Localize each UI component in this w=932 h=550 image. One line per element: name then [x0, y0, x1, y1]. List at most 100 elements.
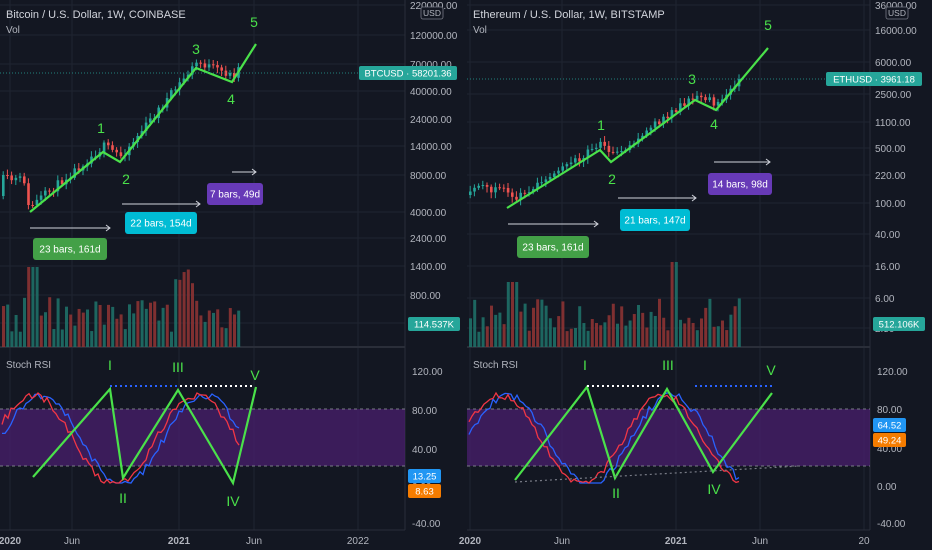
- price-axis-label: 40000.00: [410, 87, 452, 98]
- price-axis-label: 36000.00: [875, 1, 917, 12]
- volume-bar: [725, 330, 729, 347]
- volume-bar: [119, 314, 123, 347]
- volume-bar: [65, 306, 68, 347]
- candle: [73, 168, 76, 178]
- volume-bar: [27, 267, 31, 347]
- last-price-tag: BTCUSD · 58201.36: [359, 66, 457, 80]
- volume-bar: [679, 319, 682, 347]
- volume-bar: [637, 304, 640, 347]
- candle: [695, 95, 699, 100]
- volume-bar: [674, 262, 678, 347]
- candle: [35, 199, 39, 205]
- volume-bar: [527, 330, 531, 347]
- volume-bar: [712, 326, 716, 347]
- rsi-title: Stoch RSI: [473, 360, 518, 371]
- wave-label: 3: [192, 41, 200, 57]
- volume-tag: 512.106K: [873, 317, 925, 331]
- volume-bar: [60, 329, 64, 347]
- rsi-axis-label: 40.00: [412, 445, 437, 456]
- price-axis-label: 2500.00: [875, 90, 912, 101]
- rsi-k-tag-bg: [408, 469, 441, 483]
- chart-title: Bitcoin / U.S. Dollar, 1W, COINBASE: [6, 9, 186, 21]
- vol-label: Vol: [6, 25, 20, 36]
- last-price-tag-bg: [826, 72, 922, 86]
- rsi-wave-label: I: [108, 357, 112, 373]
- volume-bar: [700, 318, 703, 347]
- volume-bar: [599, 325, 603, 347]
- volume-bar: [532, 307, 535, 347]
- volume-bar: [199, 315, 203, 347]
- volume-bar: [128, 304, 131, 347]
- volume-bar: [123, 329, 127, 347]
- wave-label: 2: [122, 171, 130, 187]
- volume-bar: [115, 318, 119, 347]
- candle: [645, 130, 648, 136]
- volume-bar: [203, 321, 207, 347]
- arrow-head-icon: [593, 220, 599, 228]
- candle: [658, 121, 661, 125]
- arrow-head-icon: [691, 194, 697, 202]
- bar-count-label: 22 bars, 154d: [125, 212, 197, 234]
- candle: [649, 127, 653, 131]
- price-axis-label: 100.00: [875, 199, 906, 210]
- volume-tag-text: 512.106K: [879, 320, 920, 331]
- volume-bar: [237, 310, 241, 347]
- price-axis-label: 2400.00: [410, 234, 447, 245]
- bar-count-label-text: 22 bars, 154d: [130, 219, 191, 230]
- bar-count-label-bg: [207, 183, 263, 205]
- volume-bar: [611, 303, 615, 347]
- volume-bar: [733, 306, 737, 347]
- volume-bar: [111, 306, 115, 347]
- rsi-axis-label: -40.00: [412, 519, 441, 530]
- volume-bar: [191, 283, 194, 347]
- candle: [228, 73, 232, 76]
- volume-bars: [469, 262, 741, 347]
- candle: [485, 185, 489, 187]
- candle: [182, 78, 186, 83]
- volume-bar: [502, 324, 506, 347]
- candle: [721, 99, 724, 102]
- candle: [590, 148, 594, 150]
- price-axis-label: 120000.00: [410, 31, 458, 42]
- rsi-d-tag-text: 8.63: [415, 487, 434, 498]
- candle: [662, 116, 665, 125]
- candle: [216, 65, 219, 68]
- bar-count-label: 7 bars, 49d: [207, 183, 263, 205]
- volume-bar: [182, 272, 186, 347]
- rsi-wave-line: [32, 386, 258, 486]
- wave-label: 5: [764, 17, 772, 33]
- candle: [220, 67, 223, 71]
- price-axis-label: 220000.00: [410, 1, 458, 12]
- volume-bar: [578, 306, 582, 347]
- candle: [31, 205, 34, 206]
- volume-bar: [519, 311, 523, 347]
- volume-bar: [658, 298, 661, 347]
- candle: [2, 175, 5, 196]
- volume-bar: [485, 326, 489, 347]
- wave-label: 1: [597, 117, 605, 133]
- candle: [687, 98, 690, 106]
- candle: [712, 97, 716, 106]
- volume-bar: [44, 312, 47, 347]
- volume-bar: [540, 299, 544, 347]
- volume-bar: [10, 331, 14, 347]
- candle: [515, 196, 518, 200]
- volume-bar: [695, 330, 699, 347]
- candle: [574, 158, 577, 163]
- candle: [679, 103, 682, 113]
- volume-bar: [721, 320, 724, 347]
- volume-bar: [557, 316, 561, 347]
- volume-bar: [544, 305, 548, 347]
- last-price-tag: ETHUSD · 3961.18: [826, 72, 922, 86]
- rsi-wave-label: III: [172, 359, 184, 375]
- elliott-wave-line: [506, 47, 769, 209]
- volume-bar: [716, 326, 720, 347]
- wave-label: 1: [97, 120, 105, 136]
- volume-bar: [616, 323, 619, 347]
- bar-count-label-bg: [708, 173, 772, 195]
- volume-bar: [662, 317, 666, 347]
- volume-bar: [494, 314, 498, 347]
- volume-bar: [574, 328, 577, 347]
- volume-bar: [582, 323, 586, 347]
- volume-bar: [641, 312, 645, 347]
